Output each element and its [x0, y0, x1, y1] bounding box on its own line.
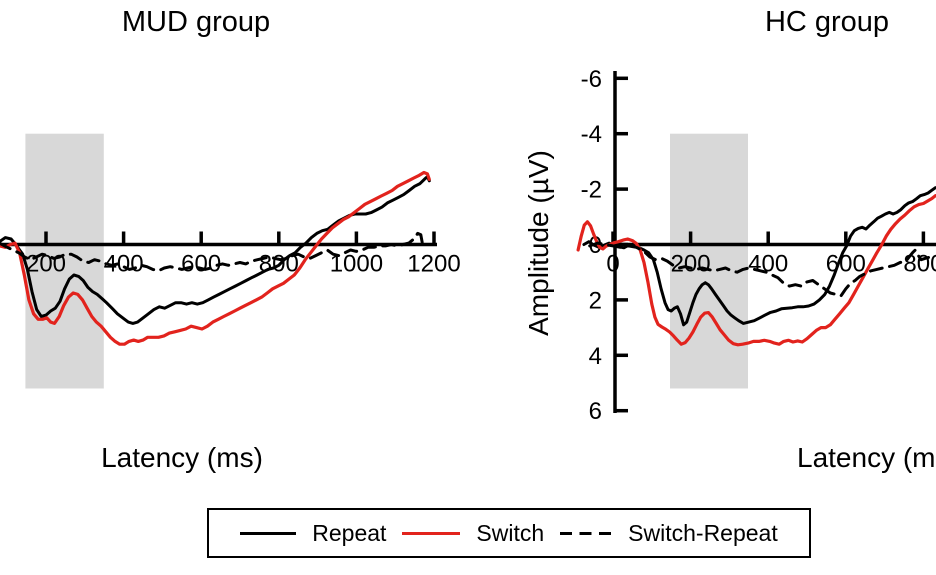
right-panel-title: HC group: [764, 6, 890, 38]
x-tick-label: 600: [826, 251, 866, 278]
y-axis-title: Amplitude (µV): [523, 150, 554, 336]
legend-label-repeat: Repeat: [312, 519, 387, 546]
series-switch-repeat: [0, 231, 425, 273]
y-tick-label: 6: [589, 398, 602, 425]
repeat-line-sample: [240, 531, 297, 535]
legend: Repeat Switch Switch-Repeat: [207, 508, 811, 558]
switch-line-sample: [402, 531, 461, 535]
x-tick-label: 400: [748, 251, 788, 278]
series-switch: [0, 170, 431, 346]
left-panel-title: MUD group: [121, 6, 271, 38]
x-tick-label: 600: [181, 251, 221, 278]
x-tick-label: 1200: [407, 251, 460, 278]
series-switch: [576, 194, 936, 347]
analysis-window: [670, 133, 748, 389]
series-switch-repeat: [588, 241, 936, 298]
switch-repeat-line-sample: [560, 531, 613, 535]
legend-label-switch: Switch: [476, 519, 545, 546]
left-x-axis-title: Latency (ms): [101, 442, 263, 473]
legend-label-switch-repeat: Switch-Repeat: [628, 519, 778, 546]
right-x-axis-title: Latency (ms): [797, 442, 936, 473]
x-tick-label: 800: [903, 251, 936, 278]
y-tick-label: 4: [589, 343, 602, 370]
y-tick-label: -6: [581, 66, 602, 93]
y-tick-label: -4: [581, 121, 602, 148]
series-repeat: [0, 175, 431, 325]
y-tick-label: 2: [589, 287, 602, 314]
y-tick-label: -2: [581, 177, 602, 204]
x-tick-label: 200: [671, 251, 711, 278]
x-tick-label: 0: [606, 251, 619, 278]
